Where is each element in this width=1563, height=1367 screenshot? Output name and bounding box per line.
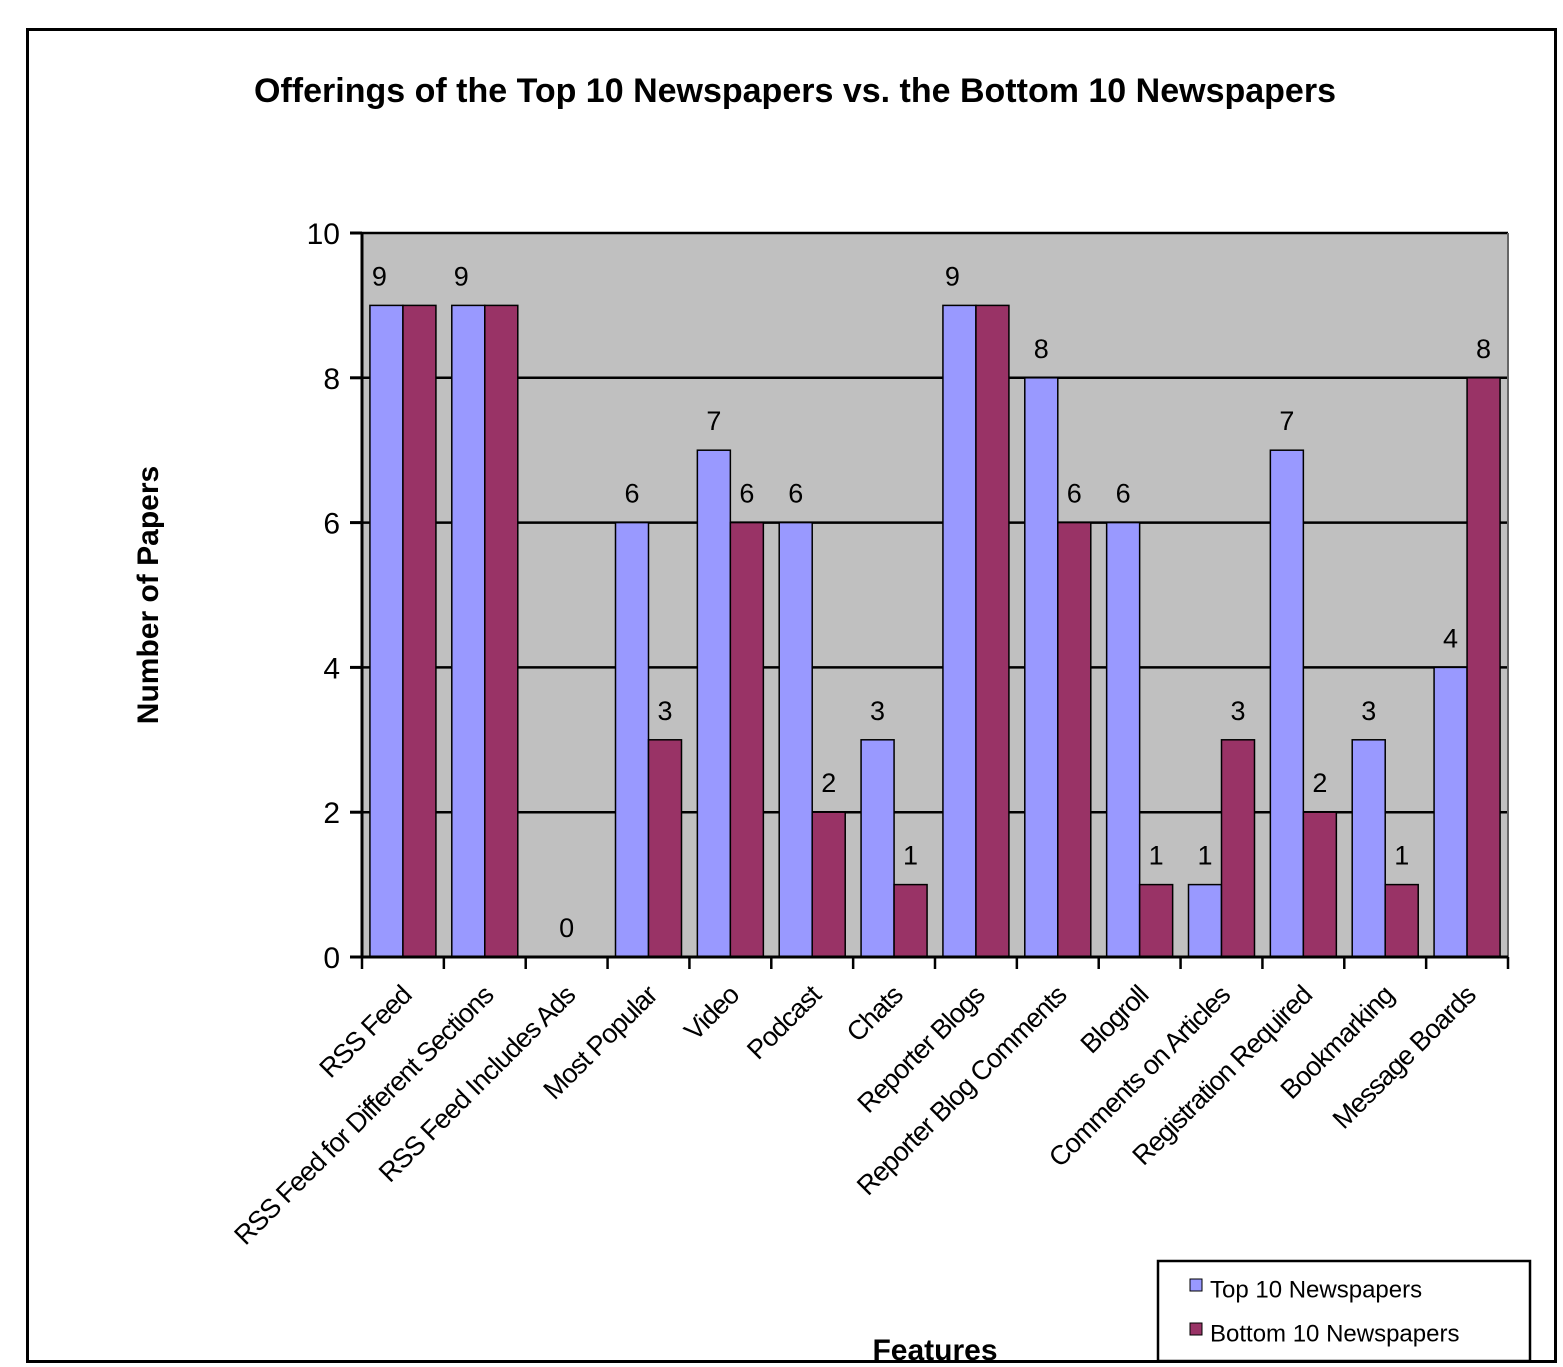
bar-top10 <box>614 521 650 958</box>
category-label: Message Boards <box>1327 980 1482 1135</box>
legend-box <box>1156 1259 1532 1363</box>
y-tick-label: 2 <box>323 797 340 830</box>
data-label: 1 <box>903 841 918 871</box>
legend-swatch <box>1189 1278 1203 1292</box>
legend-swatch <box>1189 1322 1203 1336</box>
bar-bottom10 <box>1057 521 1092 958</box>
bar-top10 <box>778 521 813 958</box>
data-label: 8 <box>1034 334 1049 364</box>
data-label: 1 <box>1197 841 1212 871</box>
data-label: 4 <box>1443 623 1458 653</box>
legend: Top 10 Newspapers Bottom 10 Newspapers <box>1156 1259 1532 1363</box>
bar-bottom10 <box>1138 883 1174 958</box>
data-label: 3 <box>870 696 885 726</box>
bar-bottom10 <box>1384 883 1419 958</box>
bar-top10 <box>1105 521 1141 958</box>
bar-bottom10 <box>1220 739 1256 958</box>
bar-top10 <box>1269 449 1305 958</box>
data-label: 2 <box>821 768 836 798</box>
data-label: 7 <box>1279 406 1294 436</box>
data-label: 8 <box>1476 334 1491 364</box>
bar-top10 <box>1433 666 1468 958</box>
data-label: 3 <box>1230 696 1245 726</box>
data-label: 6 <box>739 479 754 509</box>
chart-title: Offerings of the Top 10 Newspapers vs. t… <box>254 72 1336 110</box>
category-label: Chats <box>841 980 909 1048</box>
bar-top10 <box>369 304 404 958</box>
y-tick-label: 8 <box>323 363 340 396</box>
bar-top10 <box>451 304 486 958</box>
bar-top10 <box>1187 883 1223 958</box>
bar-top10 <box>860 739 895 958</box>
bar-bottom10 <box>729 521 765 958</box>
category-label: Podcast <box>741 979 827 1065</box>
bar-top10 <box>696 449 732 958</box>
y-axis-title: Number of Papers <box>132 466 165 724</box>
bar-bottom10 <box>1466 377 1501 958</box>
data-label: 3 <box>657 696 672 726</box>
data-label: 3 <box>1361 696 1376 726</box>
legend-label: Bottom 10 Newspapers <box>1210 1320 1459 1347</box>
data-label: 6 <box>788 479 803 509</box>
data-label: 9 <box>945 261 960 291</box>
y-tick-label: 4 <box>323 652 340 685</box>
bar-bottom10 <box>893 883 928 958</box>
bar-bottom10 <box>484 304 519 958</box>
category-label: Video <box>678 980 744 1046</box>
bar-bottom10 <box>647 739 683 958</box>
data-label: 9 <box>454 261 469 291</box>
bar-top10 <box>1024 377 1059 958</box>
bar-bottom10 <box>1302 811 1338 958</box>
data-label: 2 <box>1312 768 1327 798</box>
y-tick-label: 10 <box>307 218 340 251</box>
data-label: 7 <box>706 406 721 436</box>
bar-top10 <box>1351 739 1386 958</box>
data-label: 1 <box>1149 841 1164 871</box>
data-label: 6 <box>1067 479 1082 509</box>
data-label: 1 <box>1394 841 1409 871</box>
bar-bottom10 <box>975 304 1010 958</box>
data-label: 6 <box>624 479 639 509</box>
bar-bottom10 <box>402 304 437 958</box>
y-tick-label: 6 <box>323 508 340 541</box>
bar-bottom10 <box>811 811 846 958</box>
bar-top10 <box>942 304 977 958</box>
y-tick-label: 0 <box>323 942 340 975</box>
x-axis-title: Features <box>872 1334 997 1367</box>
data-label: 0 <box>559 913 574 943</box>
category-label: Blogroll <box>1075 980 1154 1059</box>
legend-label: Top 10 Newspapers <box>1210 1276 1422 1303</box>
data-label: 6 <box>1116 479 1131 509</box>
data-label: 9 <box>372 261 387 291</box>
